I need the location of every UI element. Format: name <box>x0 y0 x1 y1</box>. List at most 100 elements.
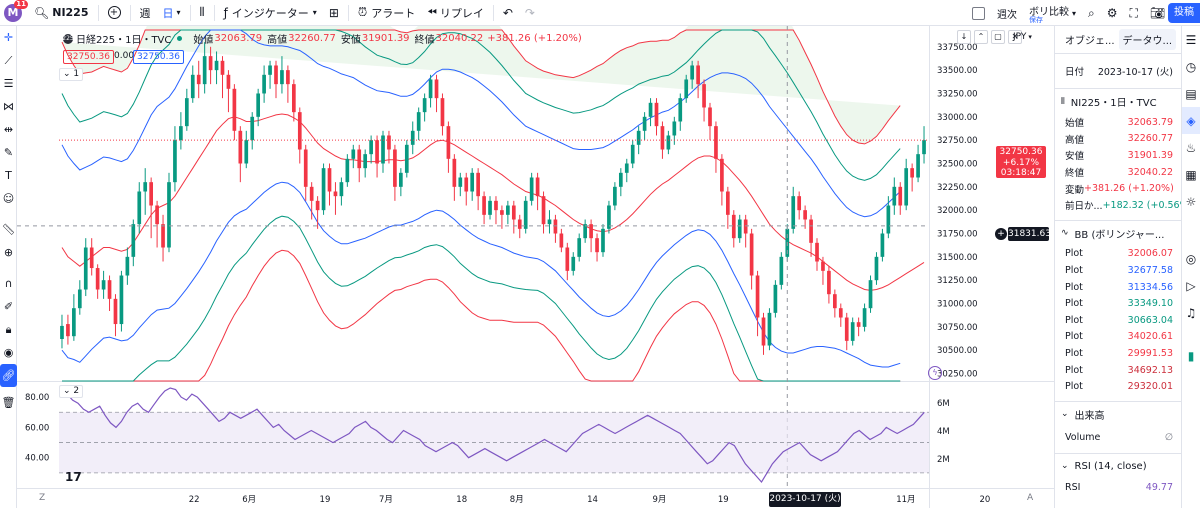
pane2-toggle[interactable]: ⌄ 2 <box>59 385 84 398</box>
watchlist-button[interactable]: ☰ <box>1182 26 1200 53</box>
data-window-button[interactable]: ▤ <box>1182 80 1200 107</box>
candle-body <box>190 74 195 99</box>
search-clock-icon: ⌕ <box>1088 5 1095 20</box>
chart-svg[interactable]: 33750.00 33500.00 33250.00 33000.00 32750.00… <box>17 26 1054 508</box>
sell-price-box[interactable]: 32750.36 <box>63 50 114 64</box>
magnet-icon: ∩ <box>4 277 13 290</box>
lightning-icon: ϟ <box>932 368 938 377</box>
symbol-search[interactable]: 🔍︎ NI225 <box>28 0 95 26</box>
forecast-tool[interactable]: ⇹ <box>0 118 17 141</box>
candle-body <box>523 200 528 229</box>
flash-event-marker[interactable]: ϟ <box>928 366 942 380</box>
candle-body <box>72 308 76 337</box>
tab-objects[interactable]: オブジェ... <box>1065 36 1115 47</box>
help-button[interactable]: ▮ <box>1182 342 1200 369</box>
icon-tool[interactable]: ☺ <box>0 187 17 210</box>
snapshot-button[interactable]: 📷︎ <box>1144 0 1171 26</box>
compare-button[interactable]: ボリ比較 保存 ▾ <box>1023 0 1082 26</box>
candle-body <box>232 88 237 131</box>
settings-button[interactable]: ⚙︎ <box>1101 0 1124 26</box>
fullscreen-button[interactable]: ⛶ <box>1124 0 1144 26</box>
bb-plot-label: Plot <box>1065 298 1083 310</box>
rsi-section-title: RSI (14, close) <box>1074 460 1147 472</box>
interval-week-button[interactable]: 週 <box>134 0 157 26</box>
pane-maximize-button[interactable]: ▢ <box>991 30 1005 44</box>
play-button[interactable]: ▷ <box>1182 272 1200 299</box>
fib-tool[interactable]: ☰ <box>0 72 17 95</box>
legend-title[interactable]: 日経225・1日・TVC <box>76 35 172 46</box>
replay-label: リプレイ <box>439 6 484 20</box>
redo-button[interactable]: ↷ <box>519 0 541 26</box>
alerts-button[interactable]: ◷ <box>1182 53 1200 80</box>
user-avatar[interactable]: M 11 <box>4 0 28 22</box>
candle-body <box>274 65 278 85</box>
volume-label: Volume <box>1065 432 1101 444</box>
streams-button[interactable]: ◎ <box>1182 245 1200 272</box>
weekly-button[interactable]: 週次 <box>991 0 1023 26</box>
grid-icon: ⊞ <box>328 5 339 20</box>
pane1-toggle[interactable]: ⌄ 1 <box>59 68 84 81</box>
symbol-section-header[interactable]: ⫴ NI225・1日・TVC <box>1055 88 1181 114</box>
spread-value: 0.00 <box>114 51 135 61</box>
layout-toggle[interactable] <box>966 0 991 26</box>
auto-scale-button[interactable]: A <box>1027 493 1034 503</box>
trend-line-tool[interactable]: ⟋ <box>0 49 17 72</box>
calendar-button[interactable]: ▦ <box>1182 161 1200 188</box>
indicators-button[interactable]: ƒ インジケーター ▾ <box>218 0 323 26</box>
interval-day-button[interactable]: 日 ▾ <box>157 0 187 26</box>
candle-body <box>678 98 683 122</box>
candle-body <box>511 205 516 220</box>
chart-area[interactable]: 33750.00 33500.00 33250.00 33000.00 32750.00… <box>17 26 1054 508</box>
ruler-tool[interactable]: 📏︎ <box>0 218 17 241</box>
price-tick-label: 32250.00 <box>937 183 978 193</box>
timezone-button[interactable]: Z <box>39 493 46 503</box>
divider <box>213 4 215 21</box>
bb-section-header[interactable]: ∿ BB (ボリンジャー... <box>1055 219 1181 246</box>
magnet-tool[interactable]: ∩ <box>0 272 17 295</box>
notifications-button[interactable]: ♫ <box>1182 299 1200 326</box>
currency-label[interactable]: JPY ▾ <box>1013 32 1032 42</box>
text-tool[interactable]: T <box>0 164 17 187</box>
pane-close-button[interactable]: ✕ <box>1008 30 1022 44</box>
tab-data-window[interactable]: データウ... <box>1118 29 1177 50</box>
lock-tool[interactable]: 🔒︎ <box>0 318 17 341</box>
chart-type-button[interactable]: ⫴ <box>194 0 211 26</box>
publish-button[interactable]: 投稿 <box>1168 3 1200 23</box>
zoom-tool[interactable]: ⊕ <box>0 241 17 264</box>
candle-body <box>708 107 712 127</box>
crosshair-date-text: 2023-10-17 (火) <box>769 494 841 504</box>
hotlists-button[interactable]: ♨ <box>1182 134 1200 161</box>
compare-label: ボリ比較 <box>1029 6 1069 18</box>
crosshair-tool[interactable]: ✛ <box>0 26 17 49</box>
fullscreen-icon: ⛶ <box>1129 5 1138 20</box>
replay-button[interactable]: ⏪︎ リプレイ <box>421 0 490 26</box>
pane-collapse-button[interactable]: ⌃ <box>974 30 988 44</box>
rsi-section-header[interactable]: ⌄ RSI (14, close) <box>1055 452 1181 479</box>
candle-body <box>571 256 576 271</box>
add-alert-plus-button[interactable]: + <box>995 228 1007 240</box>
undo-icon: ↶ <box>502 5 513 20</box>
pane-down-button[interactable]: ↓ <box>957 30 971 44</box>
object-tree-button[interactable]: ◈ <box>1182 107 1200 134</box>
lightbulb-icon: ☼ <box>1185 194 1197 209</box>
candles-icon: ⫴ <box>199 5 205 19</box>
sync-drawings-tool[interactable]: 🔗︎ <box>0 364 17 387</box>
undo-button[interactable]: ↶ <box>497 0 519 26</box>
alert-button[interactable]: ⏰︎ アラート <box>352 0 421 26</box>
pattern-tool[interactable]: ⋈ <box>0 95 17 118</box>
candle-body <box>702 84 706 108</box>
add-symbol-button[interactable]: + <box>102 0 127 26</box>
candle-body <box>179 126 183 141</box>
buy-price-box[interactable]: 32750.36 <box>133 50 184 64</box>
hide-tool[interactable]: ◉ <box>0 341 17 364</box>
ideas-button[interactable]: ☼ <box>1182 188 1200 215</box>
trash-icon: 🗑︎ <box>1 396 16 409</box>
candle-body <box>113 298 118 325</box>
time-tick-label: 18 <box>456 495 467 505</box>
layouts-button[interactable]: ⊞ <box>323 0 345 26</box>
remove-drawings-tool[interactable]: 🗑︎ <box>0 391 17 414</box>
volume-section-header[interactable]: ⌄ 出来高 <box>1055 400 1181 427</box>
quick-search-button[interactable]: ⌕ <box>1082 0 1101 26</box>
brush-tool[interactable]: ✎ <box>0 141 17 164</box>
stay-drawing-tool[interactable]: ✐ <box>0 295 17 318</box>
